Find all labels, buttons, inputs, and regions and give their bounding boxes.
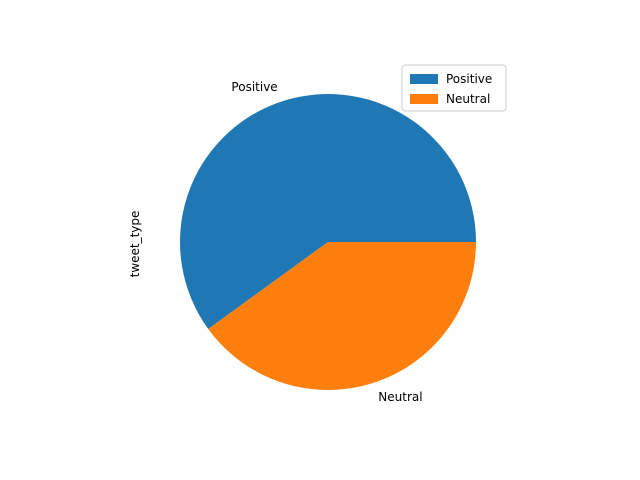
slice-labels: Positive Neutral — [231, 80, 422, 404]
slice-label-positive: Positive — [231, 80, 277, 94]
pie-slice-positive — [180, 94, 477, 329]
legend-label-positive: Positive — [446, 72, 492, 86]
slice-label-neutral: Neutral — [378, 390, 422, 404]
legend: Positive Neutral — [401, 64, 507, 112]
legend-swatch-neutral — [410, 94, 438, 104]
y-axis-label: tweet_type — [128, 211, 142, 278]
pie-slices — [180, 94, 477, 390]
legend-label-neutral: Neutral — [446, 92, 490, 106]
legend-swatch-positive — [410, 74, 438, 84]
pie-slice-neutral — [208, 242, 476, 390]
